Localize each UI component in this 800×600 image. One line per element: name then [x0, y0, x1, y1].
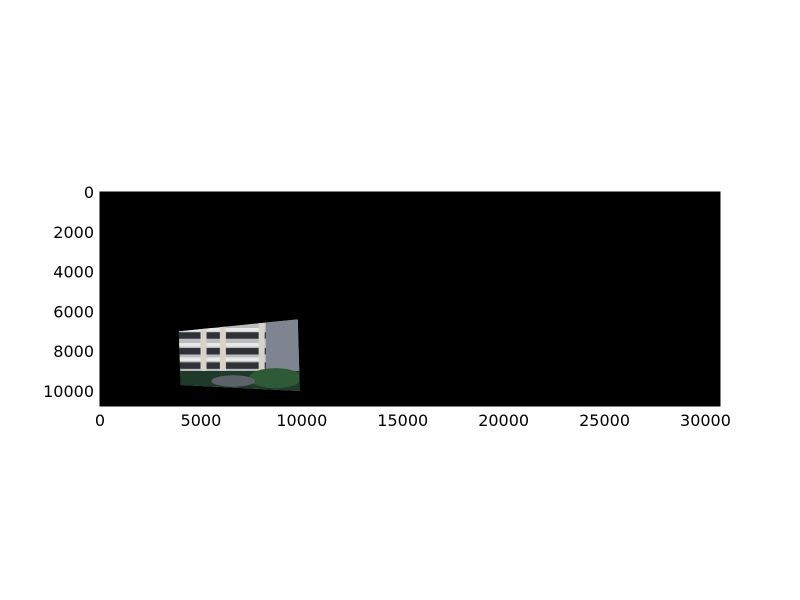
y-tick-label: 0 — [84, 183, 94, 202]
x-tick-label: 20000 — [478, 411, 529, 430]
x-axis: 0 5000 10000 15000 20000 25000 30000 — [95, 192, 731, 430]
stitched-photo — [178, 319, 300, 392]
x-tick-label: 0 — [95, 411, 105, 430]
y-tick-label: 8000 — [53, 342, 94, 361]
x-tick-label: 30000 — [680, 411, 731, 430]
y-tick-label: 2000 — [53, 223, 94, 242]
x-tick-label: 15000 — [377, 411, 428, 430]
x-tick-label: 5000 — [181, 411, 222, 430]
building-photo-icon — [178, 319, 300, 392]
y-tick-label: 4000 — [53, 263, 94, 282]
y-axis: 0 2000 4000 6000 8000 10000 — [43, 183, 720, 401]
y-tick-label: 10000 — [43, 382, 94, 401]
x-tick-label: 10000 — [276, 411, 327, 430]
y-tick-label: 6000 — [53, 302, 94, 321]
x-tick-label: 25000 — [579, 411, 630, 430]
